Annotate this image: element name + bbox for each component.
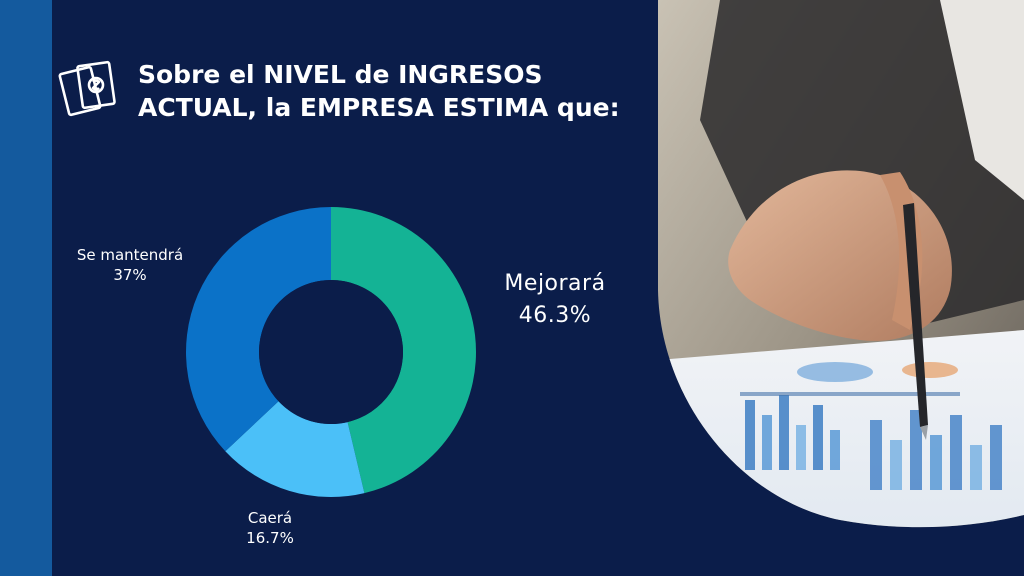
donut-slice-caera (225, 401, 365, 497)
title-line-1: Sobre el NIVEL de INGRESOS (138, 60, 543, 89)
slice-name-caera: Caerá (247, 509, 293, 527)
slice-label-mantendra: Se mantendrá 37% (55, 245, 205, 285)
slice-name-mantendra: Se mantendrá (76, 246, 184, 264)
donut-slice-se-mantendra (186, 207, 331, 452)
slice-value-mantendra: 37% (113, 266, 147, 284)
donut-slice-mejorara (331, 207, 476, 494)
slice-value-mejorara: 46.3% (518, 303, 592, 328)
slice-label-mejorara: Mejorará 46.3% (480, 268, 630, 332)
slice-name-mejorara: Mejorará (504, 271, 606, 296)
money-bills-icon (58, 60, 116, 117)
title-line-2: ACTUAL, la EMPRESA ESTIMA que: (138, 93, 620, 122)
slice-value-caera: 16.7% (246, 529, 294, 547)
donut-hole (259, 280, 403, 424)
slice-label-caera: Caerá 16.7% (210, 508, 330, 548)
page-title: Sobre el NIVEL de INGRESOS ACTUAL, la EM… (138, 58, 658, 124)
left-accent-strip (0, 0, 52, 576)
